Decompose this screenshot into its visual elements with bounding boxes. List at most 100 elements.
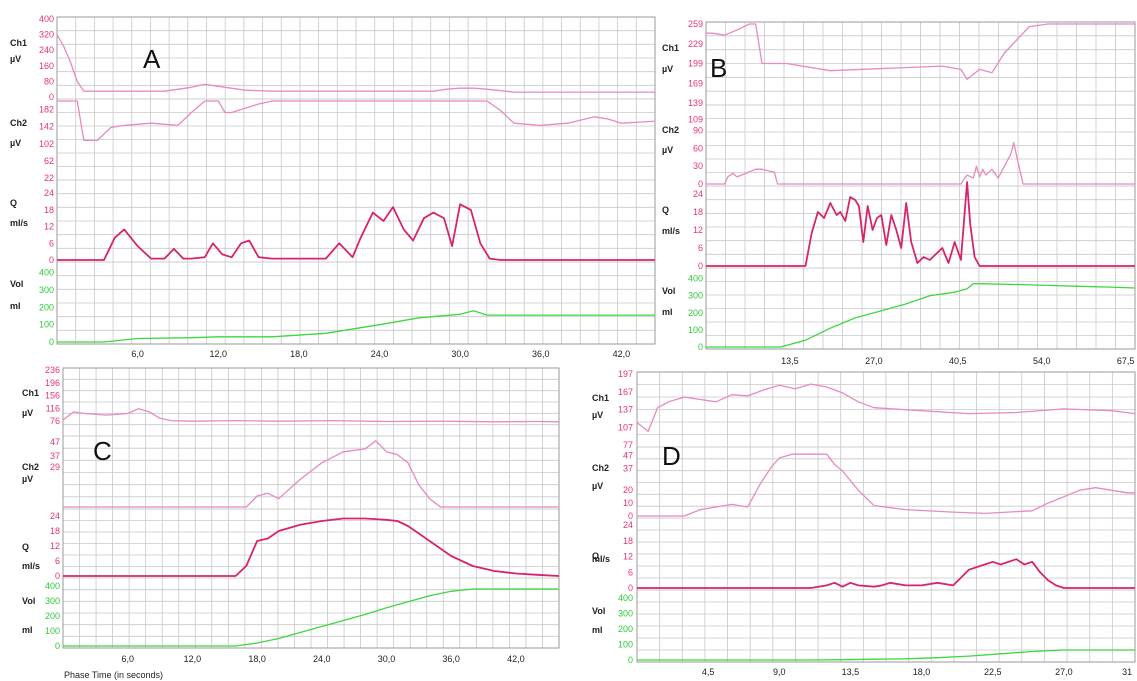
row-label: Ch2 [22,462,39,472]
panel-a: 6,0 12,0 18,0 24,0 30,0 36,0 42,0 Ch1 µV 400 320 24… [10,14,656,359]
y-tick-label: 300 [618,609,633,619]
y-tick-label: 300 [39,285,54,295]
x-tick-label: 18,0 [913,667,931,677]
series-line-q [57,203,655,261]
y-tick-label: 197 [618,369,633,379]
y-tick-label: 6 [698,243,703,253]
row-label: Ch2 [592,463,609,473]
series-line-ch2 [637,453,1135,517]
x-axis-title: Phase Time (in seconds) [64,670,163,680]
y-tick-label: 200 [688,308,703,318]
y-tick-label: 107 [618,422,633,432]
x-tick-label: 36,0 [532,349,550,359]
row-unit-label: ml/s [592,554,610,564]
y-tick-label: 0 [628,655,633,665]
y-tick-label: 24 [50,511,60,521]
row-unit-label: ml [22,625,33,635]
series-line-q [63,517,560,577]
y-tick-label: 400 [618,593,633,603]
series-line-vol [637,649,1135,661]
row-label: Ch1 [592,393,609,403]
y-tick-label: 47 [50,437,60,447]
y-tick-label: 6 [55,556,60,566]
x-tick-label: 24,0 [313,654,331,664]
x-tick-label: 30,0 [378,654,396,664]
x-tick-label: 30,0 [451,349,469,359]
y-tick-label: 400 [39,268,54,278]
row-label: Vol [10,279,23,289]
y-tick-label: 196 [45,378,60,388]
series-line-ch1 [56,34,655,93]
row-unit-label: µV [592,410,603,420]
y-tick-label: 400 [45,581,60,591]
x-tick-label: 27,0 [865,356,883,366]
y-tick-label: 156 [45,391,60,401]
row-label: Ch2 [10,118,27,128]
y-tick-label: 60 [693,143,703,153]
y-tick-label: 18 [693,207,703,217]
y-tick-label: 24 [693,189,703,199]
y-tick-label: 30 [693,161,703,171]
panel-letter: B [710,53,727,83]
y-tick-label: 0 [698,179,703,189]
y-tick-label: 116 [46,403,60,413]
row-unit-label: ml/s [662,226,680,236]
x-tick-label: 12,0 [209,349,227,359]
grid [62,367,560,649]
row-unit-label: ml [10,301,21,311]
row-unit-label: µV [10,54,21,64]
series-line-ch2 [63,440,559,508]
y-tick-label: 100 [45,626,60,636]
y-tick-label: 0 [49,337,54,347]
series-line-ch2 [706,141,1135,185]
y-tick-label: 109 [688,114,703,124]
y-tick-label: 236 [45,365,60,375]
y-tick-label: 320 [39,30,54,40]
panel-letter: D [662,441,681,471]
series-line-ch1 [706,23,1135,80]
y-tick-label: 160 [39,61,54,71]
y-tick-label: 102 [39,139,54,149]
y-tick-label: 240 [39,45,54,55]
y-tick-label: 12 [623,552,633,562]
row-label: Vol [662,286,675,296]
series-line-ch2 [57,100,656,142]
y-tick-label: 12 [44,222,54,232]
y-tick-label: 137 [618,405,633,415]
x-tick-label: 22,5 [984,667,1002,677]
x-tick-label: 27,0 [1055,667,1073,677]
y-tick-label: 12 [50,541,60,551]
y-tick-label: 200 [39,302,54,312]
y-tick-label: 300 [45,596,60,606]
row-unit-label: ml/s [22,561,40,571]
row-unit-label: µV [662,64,673,74]
x-tick-label: 36,0 [442,654,460,664]
grid [636,371,1136,663]
y-tick-label: 22 [44,173,54,183]
y-tick-label: 300 [688,291,703,301]
row-unit-label: µV [592,481,603,491]
panel-letter: C [93,436,112,466]
y-tick-label: 167 [618,387,633,397]
y-tick-label: 18 [44,205,54,215]
y-tick-label: 77 [623,440,633,450]
x-tick-label: 4,5 [702,667,715,677]
y-tick-label: 200 [45,611,60,621]
x-tick-label: 12,0 [184,654,202,664]
y-tick-label: 0 [49,255,54,265]
row-label: Vol [22,596,35,606]
x-tick-label: 13,5 [781,356,799,366]
series-line-q [706,181,1135,267]
row-unit-label: ml [592,625,603,635]
y-tick-label: 80 [44,76,54,86]
x-tick-label: 24,0 [371,349,389,359]
row-unit-label: µV [10,138,21,148]
x-tick-label: 9,0 [773,667,786,677]
row-unit-label: µV [22,408,33,418]
x-tick-label: 31 [1122,667,1132,677]
y-tick-label: 199 [688,59,703,69]
row-unit-label: µV [662,145,673,155]
row-label: Ch1 [22,388,39,398]
x-tick-label: 6,0 [121,654,134,664]
y-tick-label: 0 [628,511,633,521]
